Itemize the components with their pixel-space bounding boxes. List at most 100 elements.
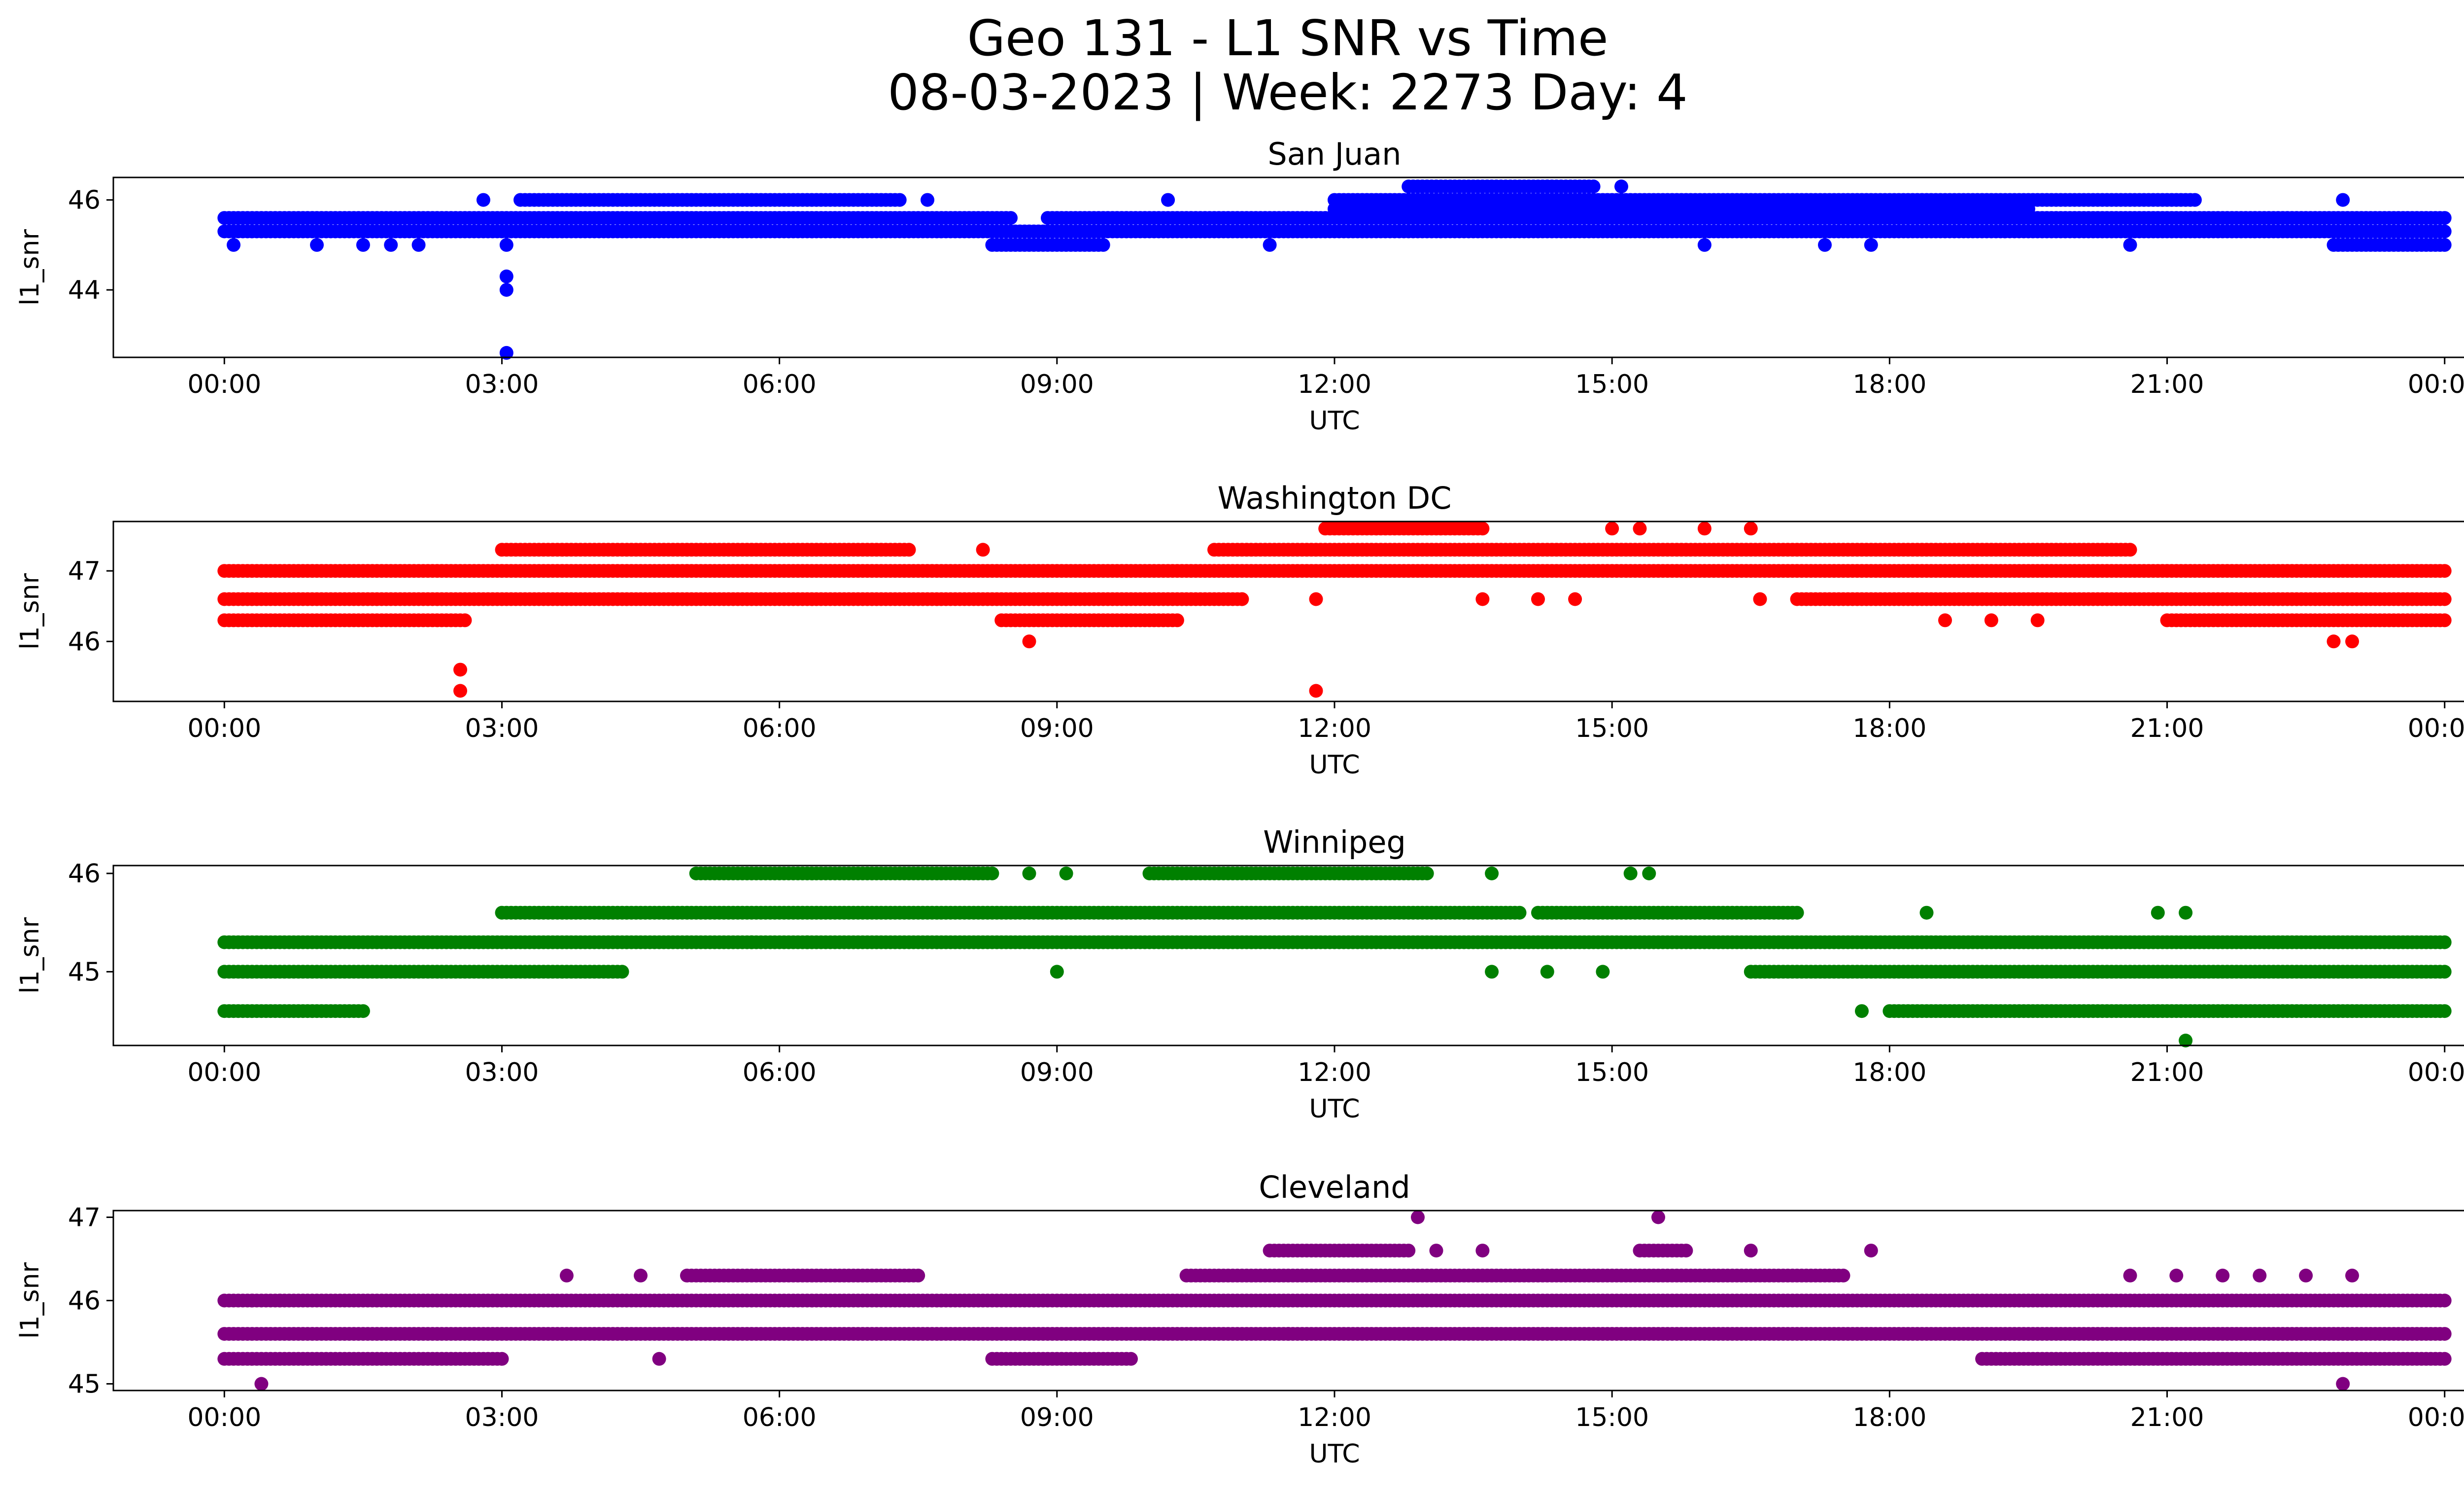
subplot-panels: San Juan 00:00 03:00 06:00 09:00 12:00 15:00 18… xyxy=(15,136,2464,1469)
data-point xyxy=(2437,211,2452,225)
data-point xyxy=(1614,179,1628,194)
data-point xyxy=(745,935,759,949)
data-point xyxy=(1605,522,1619,536)
y-tick-label: 46 xyxy=(68,186,101,215)
data-point xyxy=(2123,238,2137,252)
data-point xyxy=(1475,592,1490,606)
data-point xyxy=(1642,867,1656,880)
data-point xyxy=(2179,905,2193,920)
data-point xyxy=(356,238,370,252)
figure-title-line2: 08-03-2023 | Week: 2273 Day: 4 xyxy=(888,64,1687,121)
data-point xyxy=(2437,613,2452,627)
data-point xyxy=(1697,238,1711,252)
scatter-points xyxy=(217,1210,2452,1391)
scatter-points xyxy=(217,179,2452,360)
data-point xyxy=(1984,613,1998,627)
x-tick-label: 00:00 xyxy=(2408,1058,2464,1087)
data-point xyxy=(2437,224,2452,239)
data-point xyxy=(499,346,513,360)
data-point xyxy=(227,238,240,252)
data-point xyxy=(499,238,513,252)
data-point xyxy=(1540,965,1554,979)
x-tick-label: 12:00 xyxy=(1298,1058,1371,1087)
data-point xyxy=(2437,965,2452,979)
panel-title: Winnipeg xyxy=(1263,824,1406,860)
panel-title: Washington DC xyxy=(1217,480,1451,516)
data-point xyxy=(499,269,513,283)
data-point xyxy=(1540,179,1554,194)
panel-title: San Juan xyxy=(1267,136,1401,172)
data-point xyxy=(1697,522,1711,536)
data-point xyxy=(1309,684,1323,698)
data-point xyxy=(902,543,916,557)
figure-title-line1: Geo 131 - L1 SNR vs Time xyxy=(967,9,1608,67)
x-tick-label: 06:00 xyxy=(743,1058,817,1087)
y-tick-label: 44 xyxy=(68,276,101,305)
data-point xyxy=(2179,1034,2193,1047)
data-point xyxy=(2151,905,2165,920)
x-tick-label: 12:00 xyxy=(1298,370,1371,399)
data-point xyxy=(1004,211,1018,225)
data-point xyxy=(1938,613,1952,627)
y-axis-label: l1_snr xyxy=(15,573,45,650)
x-tick-label: 06:00 xyxy=(743,714,817,743)
data-point xyxy=(1531,592,1545,606)
data-point xyxy=(1744,522,1758,536)
data-point xyxy=(453,662,467,677)
data-point xyxy=(2437,935,2452,949)
x-tick-label: 21:00 xyxy=(2130,1058,2204,1087)
x-tick-label: 21:00 xyxy=(2130,714,2204,743)
data-point xyxy=(1050,965,1064,979)
data-point xyxy=(1309,592,1323,606)
data-point xyxy=(1586,179,1601,194)
data-point xyxy=(2336,193,2350,207)
x-tick-label: 00:00 xyxy=(2408,714,2464,743)
data-point xyxy=(2437,238,2452,252)
data-point xyxy=(1855,1004,1869,1018)
data-point xyxy=(2345,634,2359,649)
data-point xyxy=(976,543,990,557)
data-point xyxy=(453,684,467,698)
data-point xyxy=(1161,193,1175,207)
x-tick-label: 00:00 xyxy=(2408,370,2464,399)
data-point xyxy=(2030,613,2045,627)
data-point xyxy=(1864,238,1878,252)
data-point xyxy=(384,238,398,252)
data-point xyxy=(892,193,907,207)
data-point xyxy=(800,935,814,949)
x-tick-label: 00:00 xyxy=(187,714,261,743)
data-point xyxy=(1512,905,1527,920)
axes-frame xyxy=(112,865,2464,1046)
x-tick-label: 09:00 xyxy=(1020,370,1094,399)
data-point xyxy=(2437,592,2452,606)
data-point xyxy=(2437,1293,2452,1308)
data-point xyxy=(356,1004,370,1018)
x-tick-label: 18:00 xyxy=(1852,714,1926,743)
data-point xyxy=(458,613,472,627)
data-point xyxy=(1818,238,1832,252)
x-axis-label: UTC xyxy=(1309,406,1360,436)
x-tick-label: 18:00 xyxy=(1852,1058,1926,1087)
data-point xyxy=(1485,965,1499,979)
x-tick-label: 00:00 xyxy=(187,370,261,399)
data-point xyxy=(1790,905,1804,920)
x-tick-label: 15:00 xyxy=(1575,1058,1649,1087)
x-tick-label: 12:00 xyxy=(1298,714,1371,743)
x-tick-label: 00:00 xyxy=(187,1058,261,1087)
data-point xyxy=(1475,522,1490,536)
data-point xyxy=(1096,238,1110,252)
data-point xyxy=(499,283,513,297)
data-point xyxy=(1633,522,1647,536)
data-point xyxy=(921,193,934,207)
x-tick-label: 15:00 xyxy=(1575,714,1649,743)
y-tick-label: 47 xyxy=(68,556,101,586)
y-tick-label: 46 xyxy=(68,859,101,889)
data-point xyxy=(1568,592,1582,606)
x-tick-label: 03:00 xyxy=(465,1058,539,1087)
data-point xyxy=(1559,224,1573,239)
data-point xyxy=(1022,867,1036,880)
